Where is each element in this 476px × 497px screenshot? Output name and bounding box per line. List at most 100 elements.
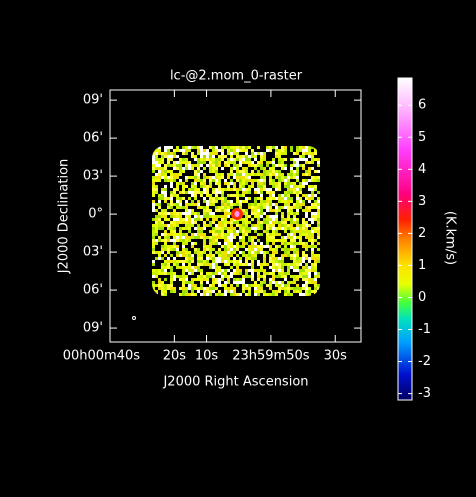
raster-cell (173, 278, 176, 281)
raster-cell (260, 224, 263, 227)
raster-cell (230, 284, 233, 287)
raster-cell (209, 209, 212, 212)
raster-cell (287, 194, 290, 197)
raster-cell (248, 215, 251, 218)
raster-cell (257, 191, 260, 194)
raster-cell (230, 245, 233, 248)
raster-cell (191, 224, 194, 227)
raster-cell (308, 149, 311, 152)
raster-cell (194, 248, 197, 251)
raster-cell (257, 248, 260, 251)
raster-cell (185, 200, 188, 203)
raster-cell (299, 239, 302, 242)
raster-cell (248, 197, 251, 200)
raster-cell (272, 248, 275, 251)
raster-cell (173, 257, 176, 260)
raster-cell (284, 284, 287, 287)
raster-cell (245, 179, 248, 182)
raster-cell (260, 242, 263, 245)
raster-cell (299, 269, 302, 272)
raster-cell (311, 161, 314, 164)
raster-cell (236, 203, 239, 206)
raster-cell (167, 218, 170, 221)
raster-cell (248, 257, 251, 260)
raster-cell (311, 206, 314, 209)
colorbar-tick-label: -2 (418, 354, 431, 369)
raster-cell (179, 239, 182, 242)
raster-cell (197, 266, 200, 269)
raster-cell (230, 188, 233, 191)
raster-cell (284, 227, 287, 230)
raster-cell (173, 179, 176, 182)
raster-cell (296, 224, 299, 227)
raster-cell (290, 176, 293, 179)
raster-cell (302, 287, 305, 290)
raster-cell (158, 251, 161, 254)
raster-cell (236, 194, 239, 197)
raster-cell (257, 218, 260, 221)
raster-cell (185, 224, 188, 227)
raster-cell (215, 182, 218, 185)
raster-cell (287, 233, 290, 236)
raster-cell (314, 254, 317, 257)
raster-cell (230, 149, 233, 152)
raster-cell (158, 272, 161, 275)
raster-cell (242, 167, 245, 170)
raster-cell (305, 275, 308, 278)
raster-cell (239, 146, 242, 149)
raster-cell (161, 257, 164, 260)
raster-cell (215, 173, 218, 176)
raster-cell (218, 197, 221, 200)
raster-cell (170, 272, 173, 275)
raster-cell (194, 170, 197, 173)
raster-cell (260, 179, 263, 182)
raster-cell (164, 224, 167, 227)
raster-cell (284, 191, 287, 194)
raster-cell (185, 206, 188, 209)
raster-cell (188, 149, 191, 152)
raster-cell (236, 170, 239, 173)
raster-cell (272, 167, 275, 170)
raster-cell (245, 161, 248, 164)
raster-cell (287, 236, 290, 239)
raster-cell (302, 266, 305, 269)
raster-cell (152, 182, 155, 185)
raster-cell (188, 272, 191, 275)
raster-cell (269, 281, 272, 284)
raster-cell (203, 278, 206, 281)
raster-cell (158, 164, 161, 167)
raster-cell (200, 233, 203, 236)
raster-cell (311, 227, 314, 230)
raster-cell (230, 224, 233, 227)
raster-cell (152, 287, 155, 290)
raster-cell (233, 182, 236, 185)
raster-cell (233, 152, 236, 155)
raster-cell (230, 272, 233, 275)
raster-cell (281, 221, 284, 224)
raster-cell (194, 158, 197, 161)
raster-cell (227, 248, 230, 251)
raster-cell (263, 275, 266, 278)
raster-cell (185, 215, 188, 218)
raster-cell (218, 236, 221, 239)
raster-cell (308, 257, 311, 260)
raster-cell (203, 227, 206, 230)
raster-cell (197, 212, 200, 215)
raster-cell (239, 263, 242, 266)
raster-cell (194, 212, 197, 215)
raster-cell (290, 266, 293, 269)
raster-cell (308, 218, 311, 221)
raster-cell (239, 161, 242, 164)
raster-cell (308, 293, 311, 296)
raster-cell (284, 146, 287, 149)
raster-cell (206, 149, 209, 152)
raster-cell (191, 176, 194, 179)
raster-cell (284, 230, 287, 233)
raster-cell (173, 188, 176, 191)
raster-cell (209, 275, 212, 278)
raster-cell (215, 293, 218, 296)
raster-cell (308, 173, 311, 176)
raster-cell (302, 203, 305, 206)
raster-cell (176, 218, 179, 221)
raster-cell (191, 218, 194, 221)
